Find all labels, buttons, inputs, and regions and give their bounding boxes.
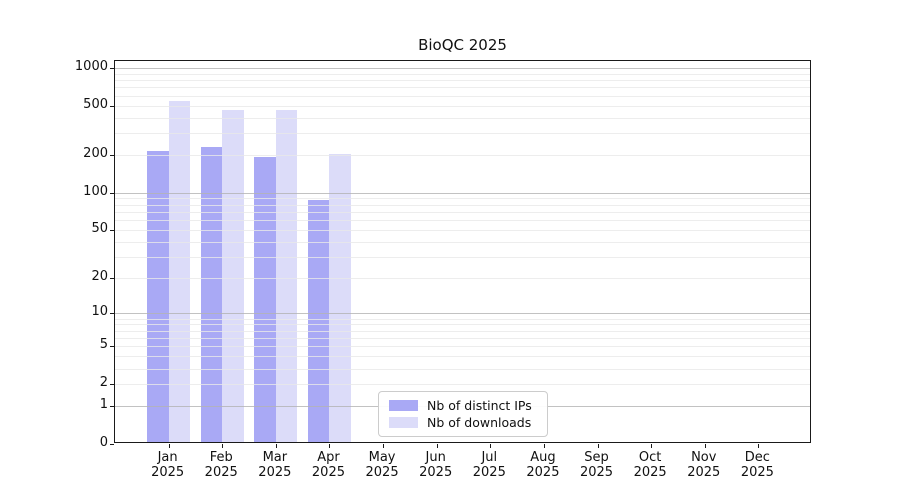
y-tick-label: 1 xyxy=(99,397,108,413)
y-gridline-minor xyxy=(115,198,810,200)
x-tick-label-year: 2025 xyxy=(151,465,185,480)
y-tick-label: 200 xyxy=(83,146,108,162)
x-tick xyxy=(275,444,277,448)
x-tick-label-year: 2025 xyxy=(419,465,453,480)
x-tick-label-year: 2025 xyxy=(633,465,667,480)
y-tick-label: 2 xyxy=(99,375,108,391)
y-tick xyxy=(110,67,114,69)
x-tick xyxy=(168,444,170,448)
x-tick-label: Jan 2025 xyxy=(138,450,198,480)
x-tick xyxy=(490,444,492,448)
y-gridline-minor xyxy=(115,278,810,280)
tick-layer xyxy=(110,61,810,448)
x-tick-label-year: 2025 xyxy=(579,465,614,480)
x-tick xyxy=(329,444,331,448)
chart-title: BioQC 2025 xyxy=(418,36,507,54)
legend: Nb of distinct IPs Nb of downloads xyxy=(378,391,548,437)
y-tick xyxy=(110,406,114,408)
y-tick-label: 20 xyxy=(91,269,108,285)
legend-swatch-downloads xyxy=(389,417,418,429)
x-tick xyxy=(383,444,385,448)
x-tick-label-year: 2025 xyxy=(740,465,774,480)
y-gridline-minor xyxy=(115,220,810,222)
y-gridline-minor xyxy=(115,368,810,370)
y-gridline-minor xyxy=(115,384,810,386)
y-gridline-minor xyxy=(115,211,810,213)
x-tick-label: Mar 2025 xyxy=(245,450,305,480)
x-tick-label: Feb 2025 xyxy=(191,450,251,480)
legend-label-distinct-ips: Nb of distinct IPs xyxy=(427,397,532,413)
bar-nb-of-downloads-apr-2025 xyxy=(329,153,351,442)
x-tick-label-year: 2025 xyxy=(204,465,238,480)
y-gridline-minor xyxy=(115,155,810,157)
legend-item-distinct-ips: Nb of distinct IPs xyxy=(389,398,537,413)
y-gridline-major xyxy=(115,67,810,69)
y-tick-label: 0 xyxy=(99,435,108,450)
x-tick xyxy=(436,444,438,448)
x-tick xyxy=(704,444,706,448)
x-tick-label-year: 2025 xyxy=(687,465,721,480)
y-gridline-minor xyxy=(115,324,810,326)
y-tick-label: 1000 xyxy=(74,58,108,74)
x-tick-label: Nov 2025 xyxy=(674,450,734,480)
x-tick-label: May 2025 xyxy=(352,450,412,480)
x-tick-label: Sep 2025 xyxy=(567,450,627,480)
bar-nb-of-distinct-ips-apr-2025 xyxy=(307,200,330,442)
x-tick-label: Jun 2025 xyxy=(406,450,466,480)
x-tick-label: Dec 2025 xyxy=(727,450,787,480)
y-tick xyxy=(110,278,114,280)
y-tick xyxy=(110,313,114,315)
y-tick xyxy=(110,384,114,386)
x-tick-label: Jul 2025 xyxy=(459,450,519,480)
x-tick-label-year: 2025 xyxy=(365,465,399,480)
x-tick-label-year: 2025 xyxy=(258,465,292,480)
y-tick xyxy=(110,346,114,348)
y-gridline-minor xyxy=(115,346,810,348)
y-gridline-major xyxy=(115,313,810,315)
y-gridline-minor xyxy=(115,95,810,97)
y-tick-label: 5 xyxy=(99,337,108,353)
x-tick-label-year: 2025 xyxy=(472,465,506,480)
y-tick-label: 10 xyxy=(91,304,108,320)
y-tick xyxy=(110,155,114,157)
y-gridline-minor xyxy=(115,105,810,107)
y-tick xyxy=(110,229,114,231)
x-tick-label: Oct 2025 xyxy=(620,450,680,480)
x-tick xyxy=(597,444,599,448)
y-gridline-minor xyxy=(115,229,810,231)
y-tick xyxy=(110,192,114,194)
bar-nb-of-distinct-ips-mar-2025 xyxy=(254,156,276,442)
y-gridline-minor xyxy=(115,318,810,320)
y-tick-label: 50 xyxy=(91,220,108,236)
y-gridline-minor xyxy=(115,241,810,243)
y-gridline-minor xyxy=(115,133,810,135)
y-gridline-minor xyxy=(115,117,810,119)
legend-label-downloads: Nb of downloads xyxy=(427,415,532,431)
legend-swatch-distinct-ips xyxy=(389,399,418,411)
y-tick xyxy=(110,105,114,107)
x-tick xyxy=(543,444,545,448)
x-tick-label-year: 2025 xyxy=(311,465,345,480)
y-gridline-minor xyxy=(115,73,810,75)
x-tick xyxy=(651,444,653,448)
legend-item-downloads: Nb of downloads xyxy=(389,415,537,430)
y-gridline-minor xyxy=(115,257,810,259)
y-gridline-minor xyxy=(115,330,810,332)
y-tick-label: 500 xyxy=(83,96,108,112)
x-tick-label: Aug 2025 xyxy=(513,450,573,480)
y-gridline-minor xyxy=(115,356,810,358)
y-gridline-minor xyxy=(115,79,810,81)
x-tick-label: Apr 2025 xyxy=(298,450,358,480)
plot-area xyxy=(110,60,811,448)
x-tick-label-year: 2025 xyxy=(526,465,560,480)
y-gridline-minor xyxy=(115,204,810,206)
x-tick xyxy=(222,444,224,448)
y-tick-label: 100 xyxy=(83,183,108,199)
y-tick xyxy=(110,444,114,445)
y-gridline-major xyxy=(115,192,810,194)
y-gridline-minor xyxy=(115,338,810,340)
x-tick xyxy=(758,444,760,448)
y-gridline-minor xyxy=(115,87,810,89)
